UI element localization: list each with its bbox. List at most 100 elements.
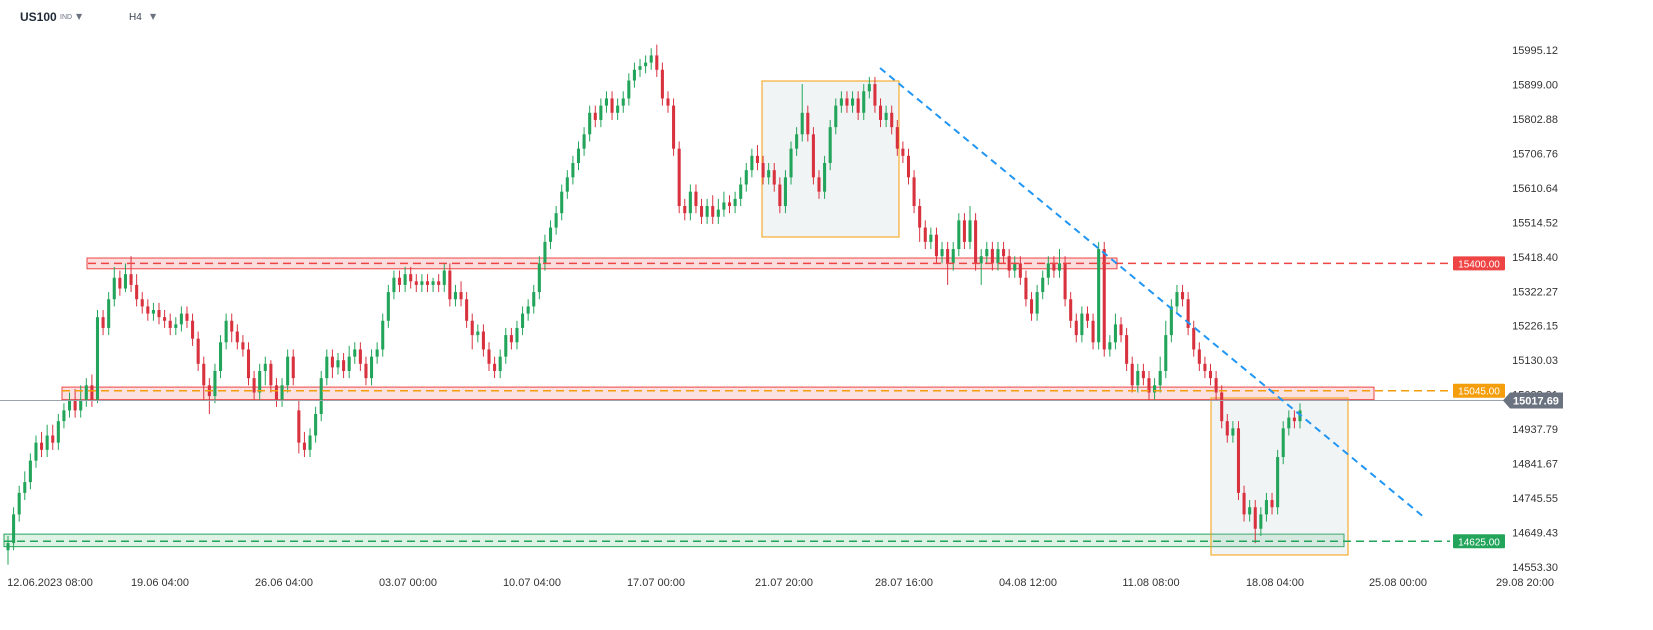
level-price-tag-label: 14625.00 — [1458, 537, 1500, 548]
candle-body — [157, 310, 161, 318]
candle-body — [772, 170, 776, 185]
candle-body — [694, 191, 698, 207]
candle-body — [711, 206, 715, 217]
candle-body — [929, 234, 933, 242]
candle-body — [1259, 514, 1263, 529]
candle-body — [996, 249, 1000, 264]
candle-body — [252, 378, 256, 393]
candle-body — [722, 202, 726, 210]
candle-body — [834, 105, 838, 128]
candle-body — [107, 299, 111, 328]
candle-body — [1253, 507, 1257, 529]
candle-body — [548, 227, 553, 242]
price-tick-label: 15226.15 — [1512, 321, 1558, 333]
candle-body — [1220, 392, 1224, 422]
candle-body — [1024, 277, 1028, 300]
candle-body — [163, 317, 167, 321]
candle-body — [666, 98, 670, 106]
candle-body — [1158, 370, 1162, 386]
candle-body — [638, 66, 642, 70]
candle-body — [582, 134, 586, 149]
candle-body — [532, 292, 536, 307]
candle-body — [851, 98, 855, 106]
candle-body — [1287, 417, 1291, 429]
candle-body — [358, 349, 362, 364]
candle-body — [291, 356, 295, 379]
candle-body — [783, 177, 787, 207]
candle-body — [302, 442, 306, 450]
time-tick-label: 18.08 04:00 — [1246, 577, 1304, 589]
downtrend-line — [879, 67, 1426, 519]
candle-body — [1052, 263, 1056, 271]
candle-body — [280, 385, 284, 400]
support-zone — [3, 533, 1345, 548]
time-axis: 12.06.2023 08:00 19.06 04:00 26.06 04:00 03… — [7, 577, 1554, 589]
candle-body — [1063, 263, 1067, 300]
candle-body — [795, 134, 799, 149]
candle-body — [269, 363, 273, 386]
candle-body — [554, 213, 558, 228]
candle-body — [56, 421, 60, 443]
candle-body — [1197, 349, 1201, 364]
time-tick-label: 04.08 12:00 — [999, 577, 1057, 589]
candle-body — [330, 356, 334, 368]
price-tick-label: 15610.64 — [1512, 183, 1558, 195]
symbol-dropdown-icon[interactable]: ▼ — [76, 12, 83, 21]
candle-body — [409, 274, 413, 282]
candle-body — [588, 112, 592, 135]
price-tick-label: 15802.88 — [1512, 114, 1558, 126]
candle-body — [465, 299, 469, 321]
candle-body — [84, 385, 88, 400]
candle-body — [62, 410, 66, 422]
candles-layer — [6, 44, 1302, 565]
candle-body — [515, 327, 519, 343]
candle-body — [1046, 263, 1050, 278]
time-tick-label: 29.08 20:00 — [1496, 577, 1554, 589]
candle-body — [778, 184, 782, 207]
candle-body — [1091, 320, 1095, 343]
candle-body — [979, 256, 983, 264]
candle-body — [67, 399, 72, 411]
candle-body — [683, 206, 687, 214]
candle-body — [364, 363, 368, 379]
candle-body — [386, 292, 390, 321]
candle-body — [560, 191, 564, 214]
price-tick-label: 15899.00 — [1512, 79, 1558, 91]
candle-body — [727, 202, 732, 207]
candle-body — [403, 274, 407, 285]
candle-body — [828, 127, 832, 163]
candle-body — [985, 249, 989, 257]
time-tick-label: 12.06.2023 08:00 — [7, 577, 93, 589]
candle-body — [1270, 500, 1274, 508]
timeframe-selector[interactable]: H4 — [129, 12, 142, 23]
candle-body — [95, 317, 100, 400]
time-tick-label: 03.07 00:00 — [379, 577, 437, 589]
timeframe-dropdown-icon[interactable]: ▼ — [150, 12, 157, 21]
candle-body — [649, 55, 653, 63]
candle-body — [1113, 324, 1117, 343]
candle-body — [1175, 292, 1179, 307]
candle-body — [397, 277, 402, 285]
candle-body — [1169, 306, 1173, 336]
candle-body — [498, 356, 502, 371]
candle-body — [1057, 263, 1062, 271]
candle-body — [823, 162, 827, 192]
candle-body — [1281, 428, 1285, 458]
candle-body — [179, 313, 183, 325]
candle-body — [1153, 385, 1157, 393]
level-price-tag — [1453, 256, 1505, 271]
candle-body — [906, 155, 911, 178]
zone-layer — [3, 80, 1375, 556]
price-tick-label: 15995.12 — [1512, 45, 1558, 57]
candle-body — [616, 105, 620, 113]
candle-body — [968, 220, 972, 242]
candle-body — [90, 385, 94, 400]
candle-body — [202, 363, 206, 386]
price-tick-label: 15418.40 — [1512, 252, 1558, 264]
time-tick-label: 21.07 20:00 — [755, 577, 813, 589]
candle-body — [845, 98, 849, 106]
symbol-selector[interactable]: US100 — [20, 10, 57, 24]
candle-body — [336, 360, 340, 368]
lines-layer — [0, 67, 1505, 543]
